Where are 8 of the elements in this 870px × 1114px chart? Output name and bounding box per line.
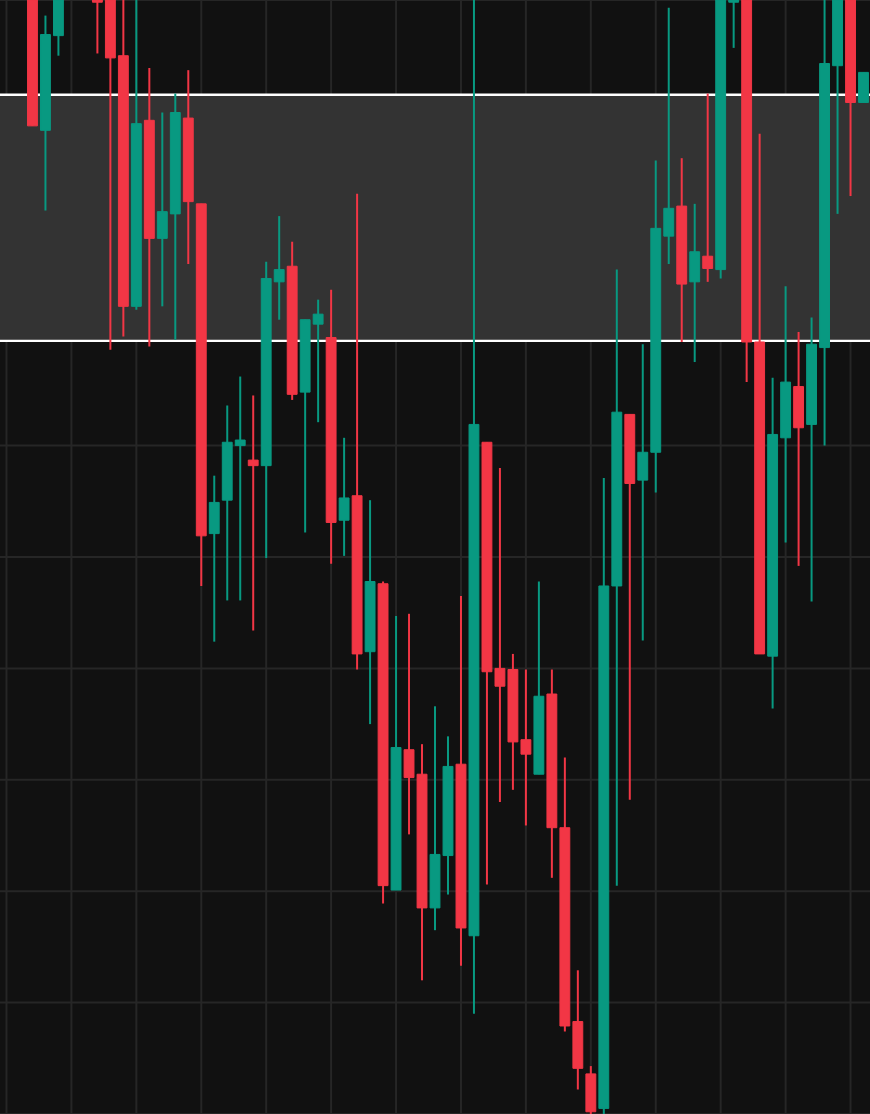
candlestick (689, 202, 701, 364)
candlestick (793, 330, 805, 567)
candlestick (208, 474, 220, 643)
candlestick (247, 394, 259, 632)
candlestick (702, 92, 714, 283)
candlestick (858, 71, 869, 103)
candlestick (585, 1065, 597, 1114)
candlestick (338, 436, 350, 557)
